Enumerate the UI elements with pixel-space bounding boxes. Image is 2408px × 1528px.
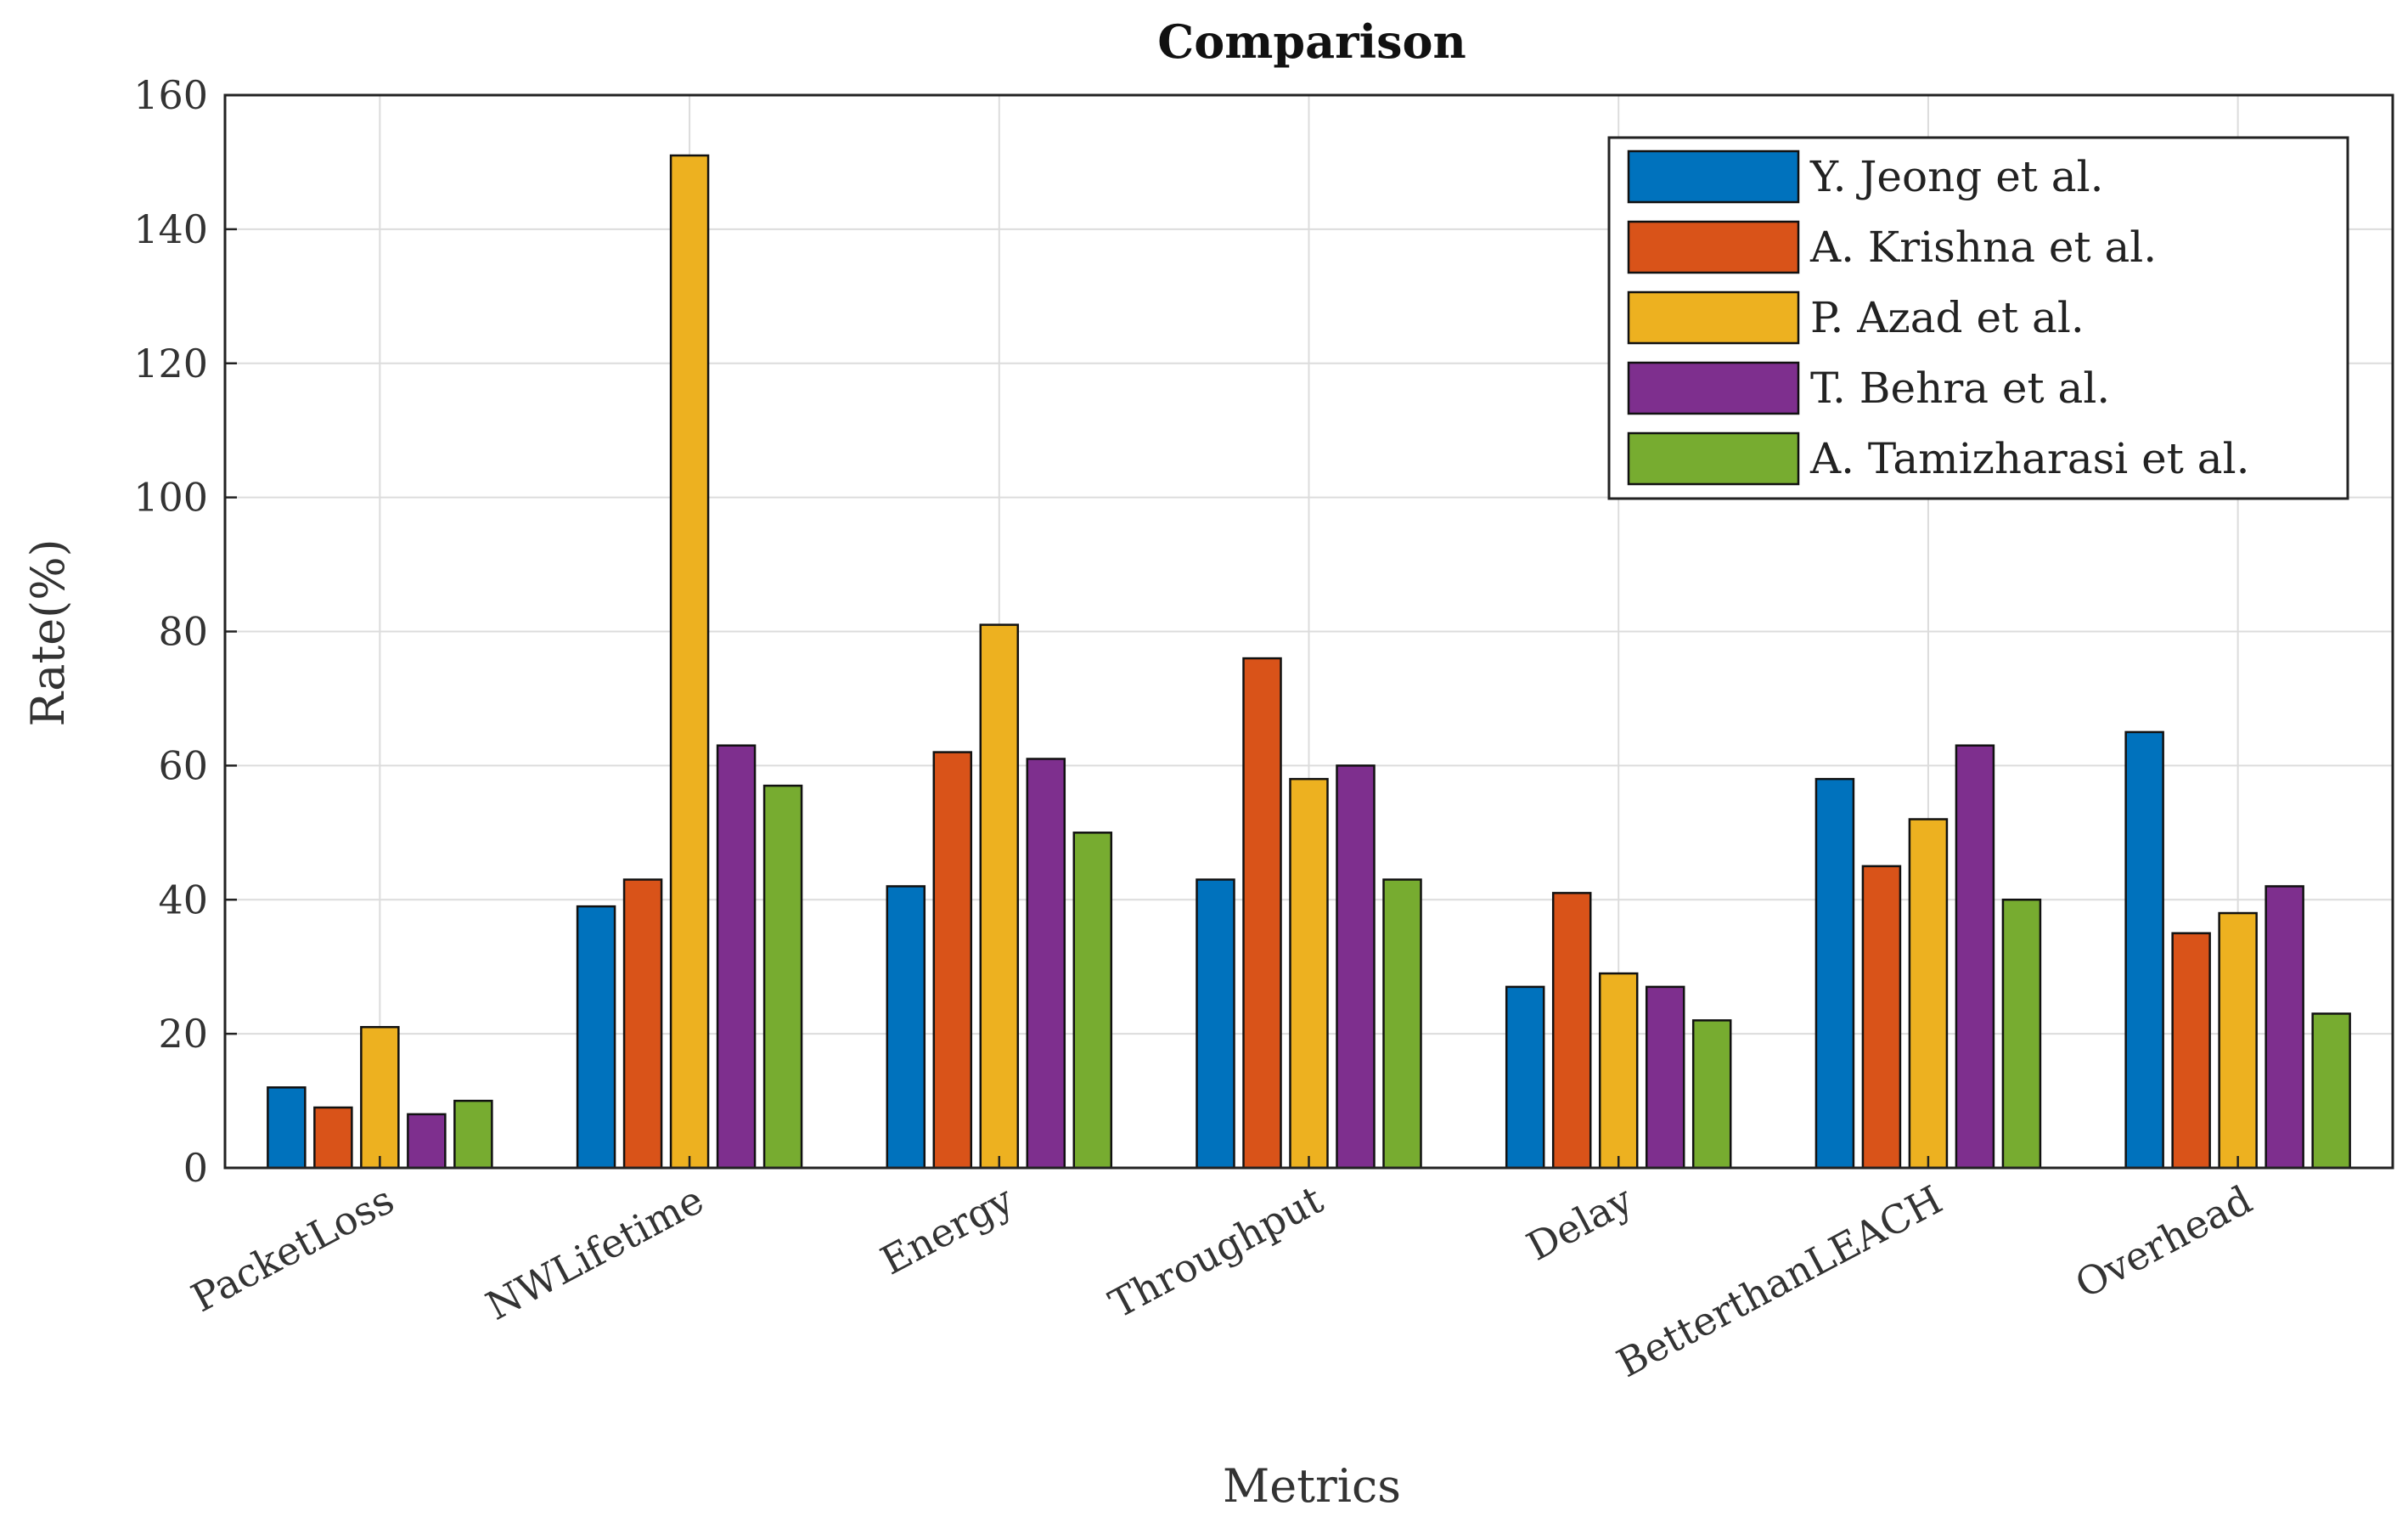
bar-packetloss-series-1 [267, 1086, 307, 1170]
y-tick-label: 140 [133, 206, 208, 252]
bar-delay-series-2 [1551, 892, 1592, 1170]
y-tick-label: 40 [158, 877, 208, 922]
bar-betterthanleach-series-2 [1861, 865, 1902, 1170]
legend-swatch [1627, 361, 1800, 415]
bar-packetloss-series-5 [453, 1099, 493, 1170]
bar-throughput-series-2 [1242, 657, 1282, 1170]
bar-delay-series-1 [1505, 985, 1545, 1170]
bar-nwlifetime-series-5 [762, 784, 803, 1170]
legend-label: P. Azad et al. [1810, 293, 2084, 342]
bar-overhead-series-5 [2311, 1012, 2351, 1170]
legend-label: A. Tamizharasi et al. [1809, 434, 2249, 483]
bars [267, 154, 2351, 1170]
bar-betterthanleach-series-1 [1814, 777, 1855, 1170]
bar-energy-series-5 [1072, 832, 1113, 1170]
bar-throughput-series-1 [1196, 878, 1235, 1170]
bar-overhead-series-2 [2171, 932, 2211, 1170]
y-tick-labels: 0 20 40 60 80 100 120 140 160 [133, 72, 237, 1191]
legend-label: Y. Jeong et al. [1809, 152, 2103, 201]
bar-betterthanleach-series-3 [1908, 818, 1949, 1170]
x-axis-label: Metrics [1223, 1459, 1401, 1513]
bar-nwlifetime-series-4 [716, 744, 757, 1170]
bar-throughput-series-4 [1336, 764, 1376, 1170]
legend-swatch [1627, 220, 1800, 274]
bar-energy-series-1 [886, 885, 926, 1170]
bar-packetloss-series-4 [407, 1113, 447, 1170]
bar-packetloss-series-2 [313, 1106, 353, 1170]
bar-nwlifetime-series-1 [576, 905, 616, 1170]
bar-energy-series-2 [932, 751, 973, 1170]
y-tick-label: 100 [133, 475, 208, 521]
bar-overhead-series-1 [2124, 730, 2164, 1170]
legend-swatch [1627, 290, 1800, 345]
y-tick-label: 120 [133, 341, 208, 386]
y-tick-label: 60 [158, 742, 208, 788]
y-tick-label: 0 [183, 1145, 208, 1191]
legend-swatch [1627, 431, 1800, 486]
bar-nwlifetime-series-3 [669, 154, 710, 1170]
bar-delay-series-3 [1598, 972, 1639, 1170]
bar-packetloss-series-3 [360, 1025, 400, 1170]
bar-energy-series-4 [1026, 758, 1066, 1170]
bar-overhead-series-4 [2265, 885, 2304, 1170]
bar-nwlifetime-series-2 [622, 878, 663, 1170]
bar-throughput-series-5 [1382, 878, 1422, 1170]
y-tick-label: 80 [158, 609, 208, 655]
y-tick-label: 20 [158, 1011, 208, 1057]
legend-label: T. Behra et al. [1810, 364, 2110, 413]
y-tick-label: 160 [133, 72, 208, 118]
legend-swatch [1627, 149, 1800, 204]
legend-label: A. Krishna et al. [1809, 223, 2157, 272]
bar-throughput-series-3 [1289, 777, 1329, 1170]
chart-title: Comparison [1157, 14, 1466, 69]
y-axis-label: Rate(%) [21, 538, 75, 726]
bar-overhead-series-3 [2218, 911, 2258, 1170]
bar-betterthanleach-series-5 [2001, 899, 2042, 1170]
bar-energy-series-3 [979, 623, 1020, 1170]
bar-delay-series-4 [1645, 985, 1685, 1170]
bar-delay-series-5 [1691, 1019, 1732, 1170]
bar-betterthanleach-series-4 [1955, 744, 1995, 1170]
legend: Y. Jeong et al. A. Krishna et al. P. Azad … [1607, 136, 2349, 500]
